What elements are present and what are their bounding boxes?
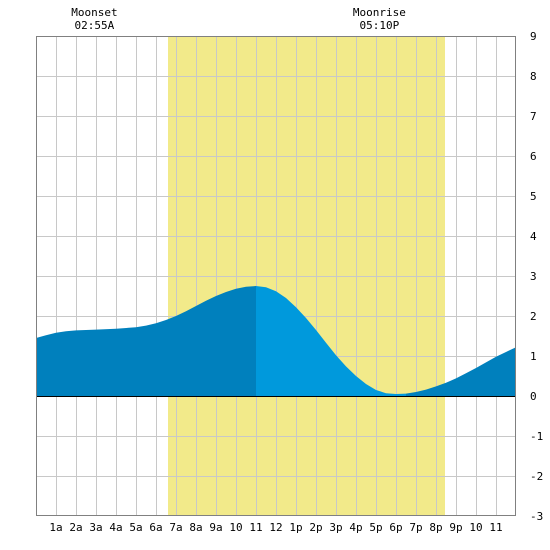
y-tick-label: 4: [530, 230, 537, 243]
y-tick-label: 3: [530, 270, 537, 283]
x-tick-label: 11: [489, 521, 502, 534]
plot-frame-layer: [36, 36, 516, 516]
x-tick-label: 5a: [129, 521, 142, 534]
y-tick-labels: 9 8 7 6 5 4 3 2 1 0 -1 -2 -3: [530, 30, 543, 523]
x-tick-label: 7a: [169, 521, 182, 534]
x-tick-label: 3a: [89, 521, 102, 534]
y-tick-label: -3: [530, 510, 543, 523]
x-tick-label: 3p: [329, 521, 342, 534]
x-tick-label: 6a: [149, 521, 162, 534]
y-tick-label: 5: [530, 190, 537, 203]
y-tick-label: 8: [530, 70, 537, 83]
moon-event-time: 02:55A: [75, 19, 115, 32]
x-tick-label: 12: [269, 521, 282, 534]
moon-event-label: Moonrise: [353, 6, 406, 19]
x-tick-labels: 1a 2a 3a 4a 5a 6a 7a 8a 9a 10 11 12 1p 2p 3p 4p 5p 6p 7p 8p…: [49, 521, 502, 534]
tide-series-layer: [36, 286, 516, 396]
x-tick-label: 8p: [429, 521, 442, 534]
tide-series-1: [36, 286, 256, 396]
y-tick-label: -2: [530, 470, 543, 483]
x-tick-label: 2p: [309, 521, 322, 534]
tide-series-3: [406, 347, 516, 396]
y-tick-label: 0: [530, 390, 537, 403]
x-tick-label: 4a: [109, 521, 122, 534]
plot-frame: [36, 36, 516, 516]
x-tick-label: 9a: [209, 521, 222, 534]
tide-series-2: [256, 286, 406, 396]
x-tick-label: 4p: [349, 521, 362, 534]
moon-event-time: 05:10P: [360, 19, 400, 32]
y-tick-label: 9: [530, 30, 537, 43]
x-tick-label: 11: [249, 521, 262, 534]
x-tick-label: 10: [469, 521, 482, 534]
y-tick-label: -1: [530, 430, 543, 443]
x-tick-label: 2a: [69, 521, 82, 534]
moon-event-label: Moonset: [71, 6, 117, 19]
x-tick-label: 1p: [289, 521, 302, 534]
y-tick-label: 2: [530, 310, 537, 323]
x-tick-label: 9p: [449, 521, 462, 534]
x-tick-label: 6p: [389, 521, 402, 534]
y-tick-label: 6: [530, 150, 537, 163]
x-tick-label: 5p: [369, 521, 382, 534]
y-tick-label: 7: [530, 110, 537, 123]
x-tick-label: 7p: [409, 521, 422, 534]
x-tick-label: 10: [229, 521, 242, 534]
x-tick-label: 1a: [49, 521, 62, 534]
x-tick-label: 8a: [189, 521, 202, 534]
y-tick-label: 1: [530, 350, 537, 363]
